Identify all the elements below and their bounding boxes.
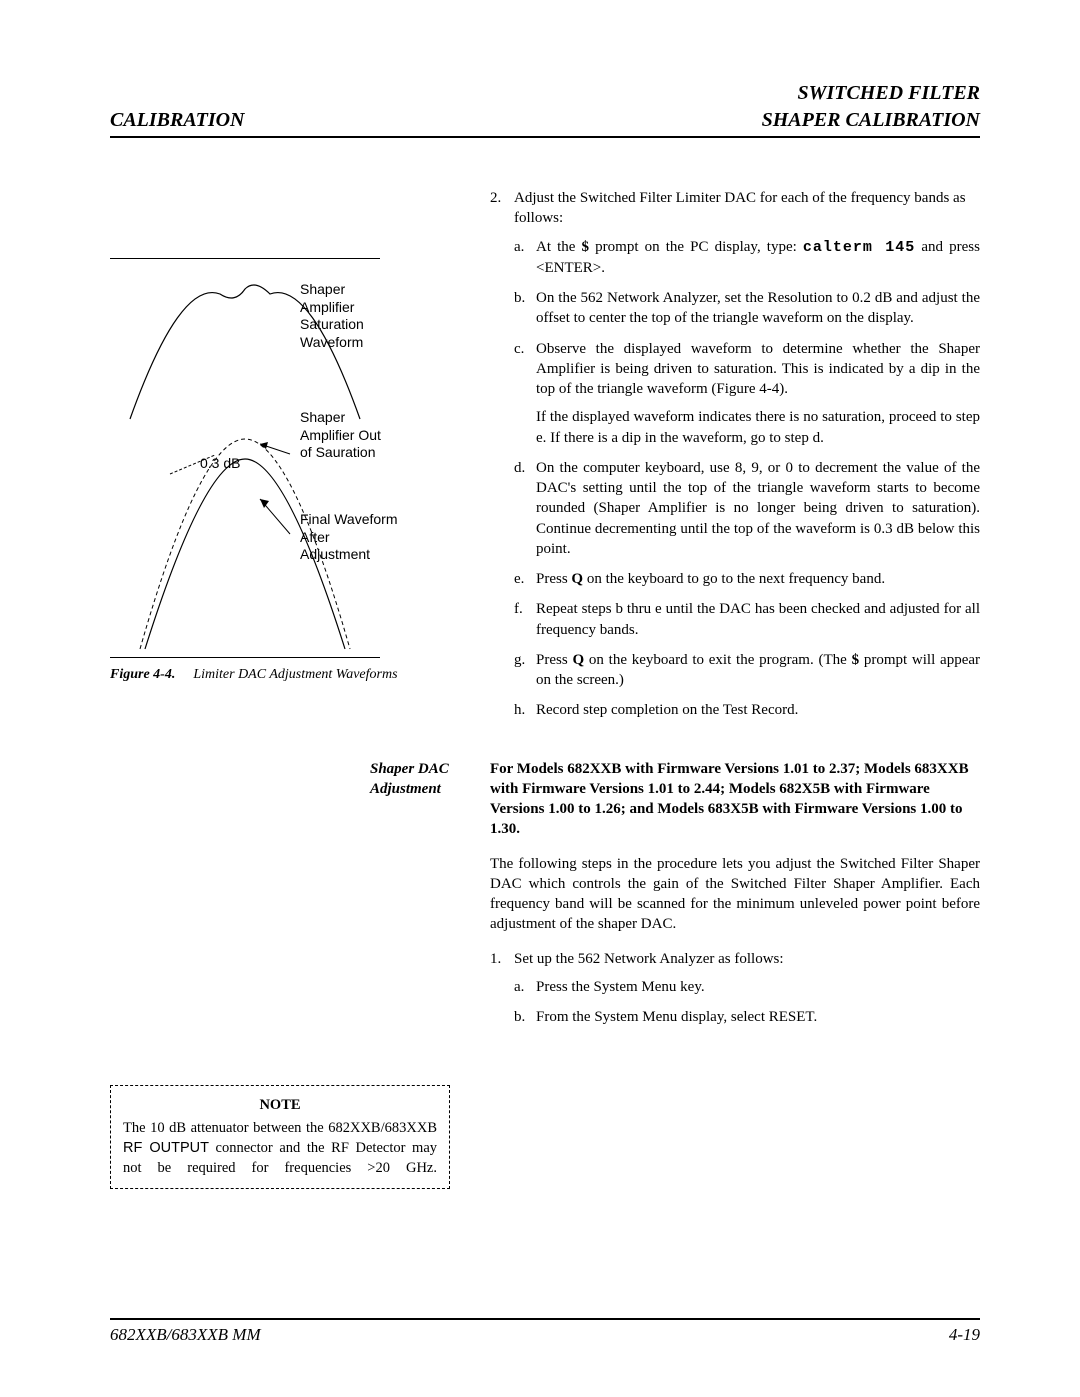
step-2d: d. On the computer keyboard, use 8, 9, o… [514,458,980,559]
header-left: CALIBRATION [110,107,244,134]
shaper-dac-label: Shaper DAC Adjustment [370,759,470,1048]
fig-label-final: Final Waveform After Adjustment [300,511,400,564]
page-footer: 682XXB/683XXB MM 4-19 [110,1318,980,1347]
fig-label-db: 0.3 dB [200,455,240,473]
step-2f: f. Repeat steps b thru e until the DAC h… [514,599,980,640]
footer-left: 682XXB/683XXB MM [110,1324,261,1347]
figure-4-4: Shaper Amplifier Saturation Waveform Sha… [110,258,450,685]
sub-list: a. At the $ prompt on the PC display, ty… [514,237,980,721]
note-text: The 10 dB attenuator between the 682XXB/… [123,1119,437,1178]
shaper-step-1b: b. From the System Menu display, select … [514,1007,980,1027]
step-list: 2. Adjust the Switched Filter Limiter DA… [490,188,980,731]
footer-right: 4-19 [949,1324,980,1347]
step-2g: g. Press Q on the keyboard to exit the p… [514,650,980,691]
step-2a: a. At the $ prompt on the PC display, ty… [514,237,980,279]
page-header: CALIBRATION SWITCHED FILTER SHAPER CALIB… [110,80,980,138]
note-title: NOTE [123,1096,437,1116]
figure-number: Figure 4-4. [110,666,175,685]
shaper-step-1a: a. Press the System Menu key. [514,977,980,997]
figure-caption-text: Limiter DAC Adjustment Waveforms [193,666,397,685]
shaper-steps: 1. Set up the 562 Network Analyzer as fo… [490,949,980,1038]
shaper-dac-section: Shaper DAC Adjustment For Models 682XXB … [490,759,980,1048]
shaper-step-1: 1. Set up the 562 Network Analyzer as fo… [490,949,980,1038]
shaper-heading: For Models 682XXB with Firmware Versions… [490,759,980,840]
note-box: NOTE The 10 dB attenuator between the 68… [110,1085,450,1189]
main-content: Shaper Amplifier Saturation Waveform Sha… [110,188,980,1189]
shaper-para: The following steps in the procedure let… [490,854,980,935]
header-right-line2: SHAPER CALIBRATION [762,107,980,134]
right-column: 2. Adjust the Switched Filter Limiter DA… [490,188,980,1189]
step-2e: e. Press Q on the keyboard to go to the … [514,569,980,589]
fig-label-outofsat: Shaper Amplifier Out of Sauration [300,409,390,462]
step-2: 2. Adjust the Switched Filter Limiter DA… [490,188,980,731]
fig-label-saturation: Shaper Amplifier Saturation Waveform [300,281,390,351]
figure-frame: Shaper Amplifier Saturation Waveform Sha… [110,258,380,658]
header-right: SWITCHED FILTER SHAPER CALIBRATION [762,80,980,134]
step-2h: h. Record step completion on the Test Re… [514,700,980,720]
step-2b: b. On the 562 Network Analyzer, set the … [514,288,980,329]
step-2c: c. Observe the displayed waveform to det… [514,339,980,448]
step-2-intro: Adjust the Switched Filter Limiter DAC f… [514,188,980,229]
figure-caption: Figure 4-4. Limiter DAC Adjustment Wavef… [110,666,450,685]
shaper-dac-body: For Models 682XXB with Firmware Versions… [490,759,980,1048]
step-number: 2. [490,188,514,731]
header-right-line1: SWITCHED FILTER [762,80,980,107]
